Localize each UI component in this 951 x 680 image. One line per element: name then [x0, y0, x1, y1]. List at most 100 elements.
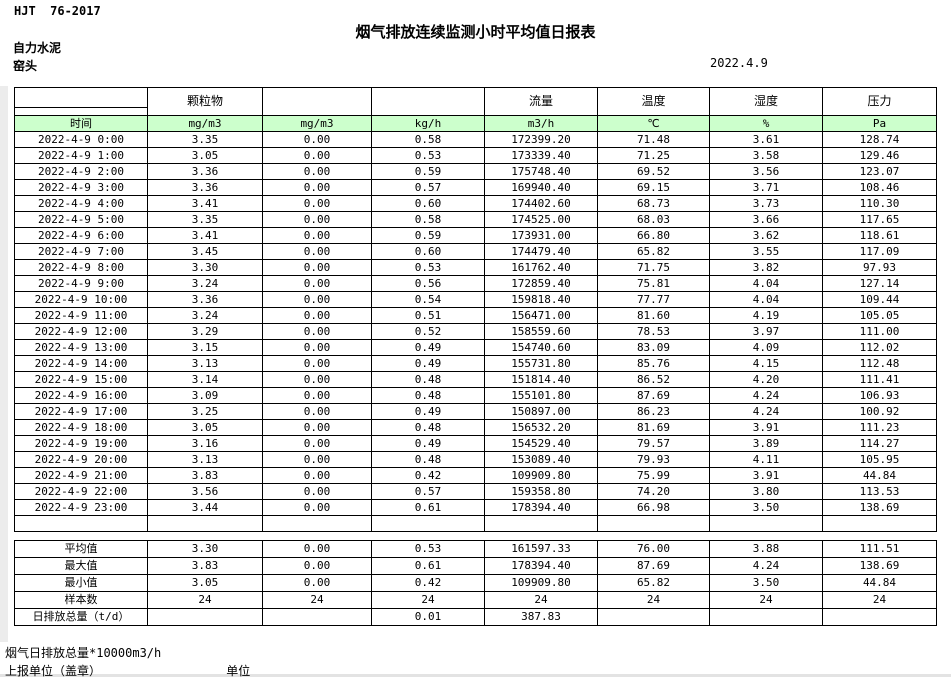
value-cell: 0.60 — [371, 243, 485, 260]
blank-spacer-row — [14, 515, 937, 532]
value-cell: 3.58 — [709, 147, 823, 164]
hourly-data-row: 2022-4-9 16:00 3.09 0.00 0.48 155101.80 87.69… — [14, 387, 937, 404]
value-cell: 158559.60 — [484, 323, 598, 340]
value-cell: 0.00 — [262, 195, 372, 212]
value-cell: 0.53 — [371, 259, 485, 276]
value-cell: 0.00 — [262, 227, 372, 244]
hourly-data-row: 2022-4-9 5:00 3.35 0.00 0.58 174525.00 68.03 3… — [14, 211, 937, 228]
value-cell: 3.83 — [147, 467, 263, 484]
value-cell: 3.82 — [709, 259, 823, 276]
value-cell: 3.35 — [147, 211, 263, 228]
value-cell: 4.24 — [709, 557, 823, 575]
hourly-data-row: 2022-4-9 7:00 3.45 0.00 0.60 174479.40 65.82 3… — [14, 243, 937, 260]
value-cell: 3.15 — [147, 339, 263, 356]
value-cell: 0.58 — [371, 131, 485, 148]
value-cell: 4.19 — [709, 307, 823, 324]
value-cell: 0.00 — [262, 557, 372, 575]
value-cell: 69.52 — [597, 163, 710, 180]
hourly-data-row: 2022-4-9 9:00 3.24 0.00 0.56 172859.40 75.81 4… — [14, 275, 937, 292]
value-cell: 85.76 — [597, 355, 710, 372]
value-cell: 0.51 — [371, 307, 485, 324]
hourly-data-row: 2022-4-9 3:00 3.36 0.00 0.57 169940.40 69.15 3… — [14, 179, 937, 196]
value-cell: 3.24 — [147, 275, 263, 292]
value-cell: 65.82 — [597, 243, 710, 260]
group-header-particulate: 颗粒物 — [147, 87, 263, 116]
value-cell: 114.27 — [822, 435, 937, 452]
blank-cell — [262, 515, 372, 532]
value-cell: 4.24 — [709, 387, 823, 404]
value-cell: 112.48 — [822, 355, 937, 372]
value-cell: 3.36 — [147, 163, 263, 180]
value-cell: 83.09 — [597, 339, 710, 356]
value-cell: 3.91 — [709, 419, 823, 436]
value-cell: 0.00 — [262, 574, 372, 592]
value-cell: 111.00 — [822, 323, 937, 340]
value-cell: 71.25 — [597, 147, 710, 164]
value-cell: 3.05 — [147, 147, 263, 164]
row-label-cell: 2022-4-9 12:00 — [14, 323, 148, 340]
value-cell: 173931.00 — [484, 227, 598, 244]
value-cell: 3.80 — [709, 483, 823, 500]
value-cell: 118.61 — [822, 227, 937, 244]
value-cell: 128.74 — [822, 131, 937, 148]
value-cell: 153089.40 — [484, 451, 598, 468]
group-header-row: 颗粒物 流量 温度 湿度 压力 — [14, 87, 937, 116]
value-cell: 3.55 — [709, 243, 823, 260]
value-cell: 105.95 — [822, 451, 937, 468]
value-cell: 0.48 — [371, 419, 485, 436]
blank-cell — [709, 515, 823, 532]
value-cell: 0.00 — [262, 403, 372, 420]
summary-row: 平均值 3.30 0.00 0.53 161597.33 76.00 3.88 111.51 — [14, 540, 937, 558]
value-cell: 86.23 — [597, 403, 710, 420]
group-header-blank-3 — [371, 87, 485, 116]
value-cell: 0.00 — [262, 339, 372, 356]
value-cell: 138.69 — [822, 557, 937, 575]
value-cell: 3.41 — [147, 195, 263, 212]
hourly-data-table: 颗粒物 流量 温度 湿度 压力 时间 mg/m3 mg/m3 kg/h m3/h — [14, 87, 937, 532]
value-cell — [709, 608, 823, 626]
value-cell: 4.09 — [709, 339, 823, 356]
value-cell: 150897.00 — [484, 403, 598, 420]
value-cell: 110.30 — [822, 195, 937, 212]
value-cell: 3.61 — [709, 131, 823, 148]
value-cell: 0.00 — [262, 131, 372, 148]
row-label-cell: 样本数 — [14, 591, 148, 609]
value-cell: 172399.20 — [484, 131, 598, 148]
blank-cell — [147, 515, 263, 532]
value-cell: 3.56 — [709, 163, 823, 180]
value-cell: 174525.00 — [484, 211, 598, 228]
blank-cell — [822, 515, 937, 532]
value-cell: 0.00 — [262, 291, 372, 308]
value-cell: 75.99 — [597, 467, 710, 484]
value-cell: 161762.40 — [484, 259, 598, 276]
value-cell: 3.16 — [147, 435, 263, 452]
value-cell: 111.51 — [822, 540, 937, 558]
row-label-cell: 最小值 — [14, 574, 148, 592]
report-table-area: 颗粒物 流量 温度 湿度 压力 时间 mg/m3 mg/m3 kg/h m3/h — [14, 87, 938, 626]
value-cell: 0.00 — [262, 467, 372, 484]
value-cell: 0.48 — [371, 387, 485, 404]
hourly-data-row: 2022-4-9 13:00 3.15 0.00 0.49 154740.60 83.09… — [14, 339, 937, 356]
row-label-cell: 2022-4-9 13:00 — [14, 339, 148, 356]
value-cell: 109909.80 — [484, 574, 598, 592]
value-cell: 3.83 — [147, 557, 263, 575]
value-cell: 24 — [262, 591, 372, 609]
value-cell: 0.00 — [262, 435, 372, 452]
value-cell: 0.49 — [371, 339, 485, 356]
summary-row: 最大值 3.83 0.00 0.61 178394.40 87.69 4.24 138.69 — [14, 557, 937, 575]
value-cell: 4.20 — [709, 371, 823, 388]
value-cell: 0.61 — [371, 499, 485, 516]
value-cell: 113.53 — [822, 483, 937, 500]
report-footer: 烟气日排放总量*10000m3/h 上报单位（盖章） 单位 — [5, 644, 250, 680]
value-cell: 0.53 — [371, 540, 485, 558]
value-cell: 159818.40 — [484, 291, 598, 308]
unit-header-row: 时间 mg/m3 mg/m3 kg/h m3/h ℃ % Pa — [14, 115, 937, 132]
value-cell: 3.36 — [147, 291, 263, 308]
value-cell: 0.00 — [262, 163, 372, 180]
row-label-cell: 2022-4-9 5:00 — [14, 211, 148, 228]
station-name: 窑头 — [13, 59, 38, 73]
value-cell: 0.00 — [262, 243, 372, 260]
value-cell: 0.00 — [262, 419, 372, 436]
hourly-data-row: 2022-4-9 15:00 3.14 0.00 0.48 151814.40 86.52… — [14, 371, 937, 388]
